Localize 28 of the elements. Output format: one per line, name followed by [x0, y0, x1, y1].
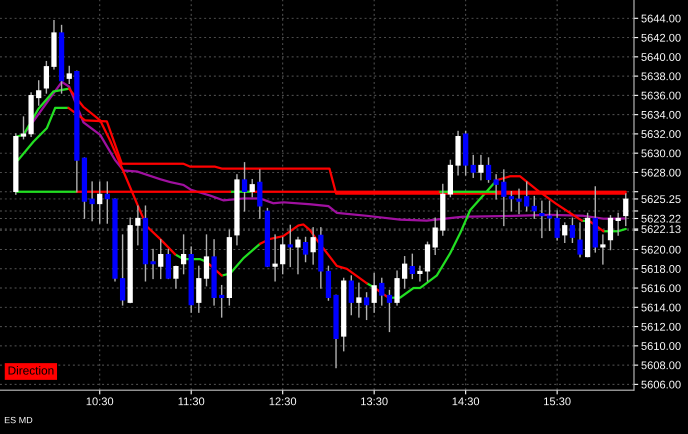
y-tick-label: 5622.13	[641, 225, 681, 234]
x-tick-label: 13:30	[361, 397, 388, 406]
x-tick-label: 14:30	[452, 397, 480, 406]
y-tick-label: 5632.00	[641, 130, 681, 138]
y-tick-label: 5608.00	[641, 361, 681, 370]
y-tick-label: 5628.00	[641, 168, 681, 177]
text: ES MD	[4, 416, 32, 424]
y-tick-label: 5640.00	[641, 53, 681, 61]
y-tick-label: 5644.00	[641, 14, 681, 22]
y-tick-label: 5618.00	[641, 265, 681, 273]
y-tick-label: 5610.00	[641, 342, 681, 350]
annotation: Direction	[8, 366, 54, 375]
y-tick-label: 5623.22	[641, 214, 681, 223]
x-tick-label: 15:30	[544, 397, 571, 406]
x-tick-label: 11:30	[178, 397, 204, 406]
y-tick-label: 5625.25	[641, 195, 681, 204]
y-tick-label: 5616.00	[641, 284, 681, 292]
y-tick-label: 5634.00	[641, 110, 681, 119]
x-tick-label: 10:30	[86, 397, 114, 406]
x-tick-label: 12:30	[270, 397, 296, 406]
y-tick-label: 5614.00	[641, 304, 681, 312]
y-tick-label: 5642.00	[641, 34, 681, 42]
y-tick-label: 5630.00	[641, 149, 681, 158]
y-tick-label: 5636.00	[641, 92, 681, 100]
y-tick-label: 5606.00	[641, 380, 681, 389]
y-tick-label: 5638.00	[641, 72, 681, 80]
y-tick-label: 5620.00	[641, 246, 681, 254]
y-tick-label: 5612.00	[641, 322, 681, 331]
